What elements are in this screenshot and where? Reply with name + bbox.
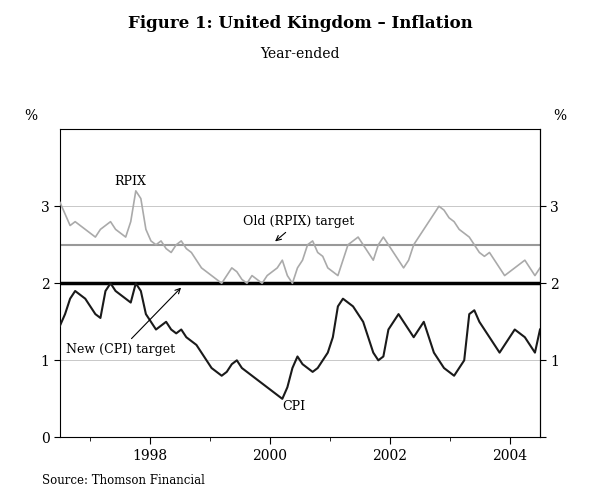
Text: %: % — [24, 109, 37, 123]
Text: %: % — [553, 109, 566, 123]
Text: RPIX: RPIX — [114, 174, 146, 188]
Text: New (CPI) target: New (CPI) target — [66, 288, 180, 356]
Text: Year-ended: Year-ended — [260, 47, 340, 61]
Text: Old (RPIX) target: Old (RPIX) target — [243, 215, 354, 241]
Text: Figure 1: United Kingdom – Inflation: Figure 1: United Kingdom – Inflation — [128, 15, 472, 32]
Text: Source: Thomson Financial: Source: Thomson Financial — [42, 474, 205, 487]
Text: CPI: CPI — [282, 400, 305, 413]
